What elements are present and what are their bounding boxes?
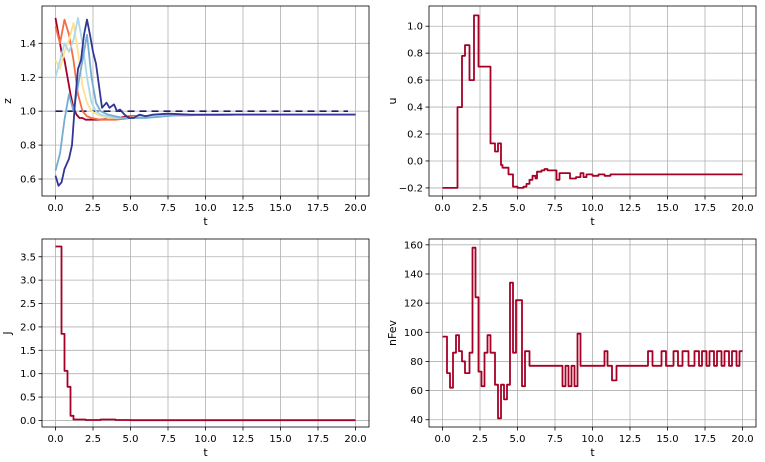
x-tick-label: 2.5: [85, 434, 101, 445]
y-tick-label: 120: [404, 299, 423, 310]
y-tick-label: 0.8: [20, 141, 36, 152]
chart-J: 0.0 2.5 5.0 7.5 10.0 12.5 15.0 17.5 20.0 0.0 0.5 1.…: [1, 238, 370, 459]
y-tick-label: 1.0: [407, 22, 423, 33]
y-tick-label: −0.2: [399, 183, 423, 194]
x-tick-label: 15.0: [269, 203, 291, 214]
y-tick-label: 0.0: [407, 156, 423, 167]
y-axis-label: J: [1, 331, 14, 335]
x-tick-label: 20.0: [731, 203, 753, 214]
x-tick-label: 12.5: [619, 203, 641, 214]
y-tick-label: 140: [404, 269, 423, 280]
y-axis-label: u: [386, 98, 399, 105]
x-tick-label: 15.0: [656, 203, 678, 214]
y-tick-label: 60: [410, 386, 423, 397]
x-tick-label: 17.5: [307, 434, 329, 445]
y-tick-label: 2.0: [20, 322, 36, 333]
x-tick-label: 5.0: [123, 203, 139, 214]
y-tick-label: 0.5: [20, 393, 36, 404]
x-axis-label: t: [590, 446, 595, 459]
y-tick-label: 2.5: [20, 299, 36, 310]
series-line-0: [55, 245, 356, 422]
y-tick-label: 0.2: [407, 130, 423, 141]
x-tick-label: 5.0: [510, 434, 526, 445]
chart-u: 0.0 2.5 5.0 7.5 10.0 12.5 15.0 17.5 20.0 −0.2 0.0 0…: [386, 5, 757, 228]
x-axis-label: t: [590, 215, 595, 228]
x-tick-label: 2.5: [85, 203, 101, 214]
series-line-3: [54, 16, 356, 119]
series-line-0: [442, 246, 743, 420]
x-tick-label: 2.5: [472, 203, 488, 214]
x-axis-label: t: [203, 215, 208, 228]
x-tick-label: 12.5: [619, 434, 641, 445]
x-tick-label: 5.0: [510, 203, 526, 214]
x-tick-label: 0.0: [48, 434, 64, 445]
series-line-4: [54, 33, 356, 171]
y-tick-label: 40: [410, 415, 423, 426]
x-tick-label: 7.5: [547, 203, 563, 214]
y-tick-label: 1.0: [20, 107, 36, 118]
x-tick-label: 20.0: [344, 434, 366, 445]
chart-nFev: 0.0 2.5 5.0 7.5 10.0 12.5 15.0 17.5 20.0 40 60 80 10…: [386, 238, 757, 459]
x-tick-label: 15.0: [269, 434, 291, 445]
y-axis-label: nFev: [386, 320, 399, 346]
y-tick-label: 1.2: [20, 73, 36, 84]
x-tick-label: 17.5: [307, 203, 329, 214]
x-tick-label: 20.0: [731, 434, 753, 445]
x-tick-label: 10.0: [581, 434, 603, 445]
y-tick-label: 100: [404, 328, 423, 339]
x-tick-label: 0.0: [435, 203, 451, 214]
y-tick-label: 3.5: [20, 252, 36, 263]
y-tick-label: 0.0: [20, 416, 36, 427]
x-tick-label: 20.0: [344, 203, 366, 214]
x-tick-label: 15.0: [656, 434, 678, 445]
x-tick-label: 12.5: [232, 203, 254, 214]
x-tick-label: 7.5: [547, 434, 563, 445]
x-tick-label: 0.0: [48, 203, 64, 214]
y-axis-label: z: [1, 98, 14, 104]
y-tick-label: 1.5: [20, 346, 36, 357]
y-tick-label: 80: [410, 357, 423, 368]
x-tick-label: 10.0: [194, 203, 216, 214]
y-tick-label: 0.6: [407, 76, 423, 87]
x-tick-label: 17.5: [694, 434, 716, 445]
x-tick-label: 0.0: [435, 434, 451, 445]
chart-z: 0.0 2.5 5.0 7.5 10.0 12.5 15.0 17.5 20.0 0.6 0.8 1.…: [1, 5, 370, 228]
y-tick-label: 3.0: [20, 276, 36, 287]
x-tick-label: 17.5: [694, 203, 716, 214]
x-tick-label: 7.5: [160, 203, 176, 214]
x-tick-label: 7.5: [160, 434, 176, 445]
series-line-5: [54, 18, 356, 187]
x-tick-label: 2.5: [472, 434, 488, 445]
x-tick-label: 12.5: [232, 434, 254, 445]
y-tick-label: 0.4: [407, 103, 423, 114]
x-axis-label: t: [203, 446, 208, 459]
x-tick-label: 5.0: [123, 434, 139, 445]
x-tick-label: 10.0: [194, 434, 216, 445]
y-tick-label: 160: [404, 240, 423, 251]
series-line-0: [442, 14, 743, 189]
y-tick-label: 0.6: [20, 175, 36, 186]
y-tick-label: 1.4: [20, 39, 36, 50]
y-tick-label: 0.8: [407, 49, 423, 60]
y-tick-label: 1.0: [20, 369, 36, 380]
x-tick-label: 10.0: [581, 203, 603, 214]
